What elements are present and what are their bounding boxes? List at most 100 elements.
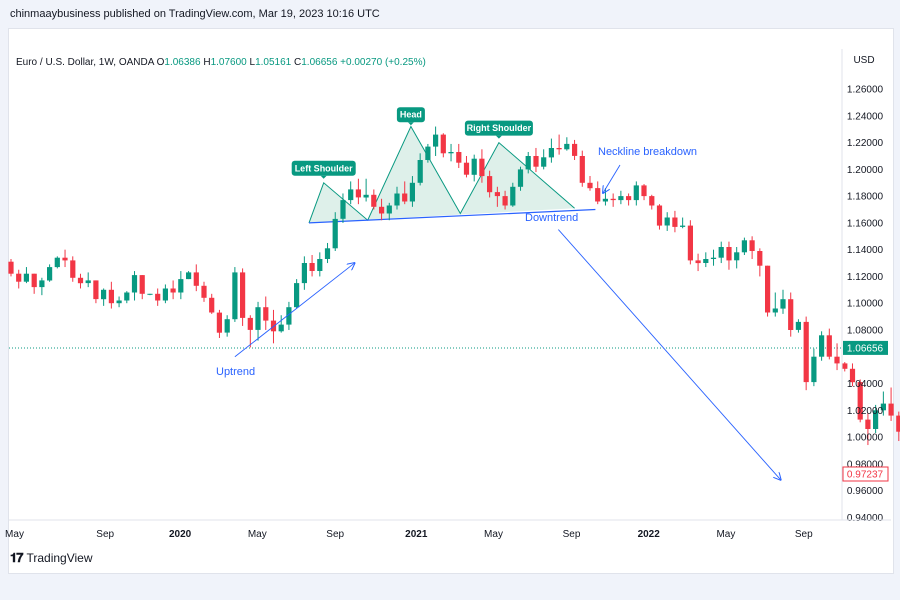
candle: [93, 280, 99, 300]
candle: [819, 335, 825, 357]
price-tick-label: 1.24000: [847, 111, 884, 122]
candle: [77, 277, 84, 284]
neckline-breakdown-arrow: [603, 164, 621, 193]
price-tick-label: 1.14000: [847, 245, 884, 256]
candle: [741, 240, 747, 253]
candle: [124, 292, 130, 301]
candle: [216, 312, 222, 333]
candle: [710, 257, 717, 259]
candle: [873, 410, 879, 429]
candle: [348, 189, 354, 201]
change-value: +0.00270 (+0.25%): [340, 57, 426, 68]
price-tick-label: 0.96000: [847, 486, 884, 497]
candle: [703, 259, 709, 263]
candle: [232, 272, 238, 320]
candle: [795, 321, 801, 330]
uptrend-label: Uptrend: [216, 366, 255, 378]
candle: [525, 156, 531, 170]
price-tick-label: 1.12000: [847, 272, 884, 283]
candle: [186, 272, 192, 280]
candle: [247, 317, 253, 330]
candle: [726, 247, 732, 261]
high-label: H: [203, 57, 211, 68]
candle: [687, 225, 693, 261]
candle: [826, 335, 832, 357]
open-label: O: [156, 57, 165, 68]
candle: [54, 257, 60, 268]
time-axis[interactable]: May Sep 2020 May Sep 2021 May Sep 2022 May Sep: [5, 519, 891, 540]
candle: [649, 196, 655, 206]
symbol-name: Euro / U.S. Dollar, 1W, OANDA: [16, 57, 154, 68]
candle: [355, 189, 361, 198]
neckline: [308, 208, 596, 224]
pattern-fill: [309, 126, 575, 223]
price-tick-label: 1.26000: [847, 85, 884, 96]
candle: [201, 285, 207, 298]
candle: [402, 193, 408, 202]
candle: [263, 307, 269, 321]
price-tick-label: 1.20000: [847, 165, 884, 176]
candle: [255, 307, 261, 330]
candle: [425, 146, 431, 160]
candle: [379, 206, 385, 214]
candle: [47, 267, 53, 281]
pattern-outline: [308, 125, 575, 224]
candle: [70, 260, 76, 278]
candle: [533, 156, 539, 167]
candle: [85, 280, 91, 284]
candle: [757, 251, 763, 266]
candle: [494, 192, 500, 197]
candle: [672, 217, 678, 227]
candle: [340, 200, 346, 219]
candle: [209, 297, 215, 313]
candle: [618, 196, 624, 201]
head-label-bg: [396, 107, 425, 123]
candles: [8, 126, 900, 446]
price-tick-label: 1.16000: [847, 218, 884, 229]
candle: [656, 205, 663, 226]
candle: [433, 134, 439, 147]
candle: [456, 152, 462, 163]
candle: [317, 259, 323, 271]
close-label: C: [294, 57, 302, 68]
tradingview-brand[interactable]: 𝟏𝟕 TradingView: [10, 550, 93, 566]
candle: [626, 196, 632, 201]
time-tick-label: Sep: [795, 529, 813, 540]
time-tick-label: Sep: [563, 529, 581, 540]
candle: [155, 293, 161, 301]
price-axis[interactable]: USD 1.26000 1.24000 1.22000 1.20000 1.18000 1.…: [841, 49, 889, 524]
candle: [479, 158, 485, 177]
low-label: L: [249, 57, 256, 68]
candle: [394, 193, 400, 206]
candle: [564, 143, 570, 150]
price-tick-label: 1.18000: [847, 192, 884, 203]
candle: [880, 403, 886, 411]
candle: [62, 257, 68, 261]
right-shoulder-label-bg: [464, 120, 533, 136]
high-value: 1.07600: [210, 57, 247, 68]
candle: [409, 182, 415, 202]
candle: [116, 300, 122, 304]
candle: [610, 198, 616, 201]
current-price-tag-bg: [843, 340, 888, 355]
currency-label: USD: [853, 55, 874, 66]
candle: [595, 188, 601, 202]
candle: [803, 321, 809, 383]
candle: [680, 225, 686, 227]
trend-arrows: [234, 164, 781, 480]
candle: [286, 307, 292, 325]
price-tick-label: 1.02000: [847, 406, 884, 417]
marker-price-tag: 0.97237: [847, 470, 884, 481]
candle: [587, 182, 593, 189]
candle: [131, 275, 138, 293]
candle: [510, 186, 516, 206]
candle: [440, 134, 446, 154]
candle: [417, 160, 423, 183]
candle: [31, 273, 37, 288]
time-tick-label: Sep: [96, 529, 114, 540]
close-value: 1.06656: [301, 57, 338, 68]
candle: [633, 185, 639, 201]
time-tick-label: 2020: [169, 529, 192, 540]
price-tick-label: 1.10000: [847, 299, 884, 310]
